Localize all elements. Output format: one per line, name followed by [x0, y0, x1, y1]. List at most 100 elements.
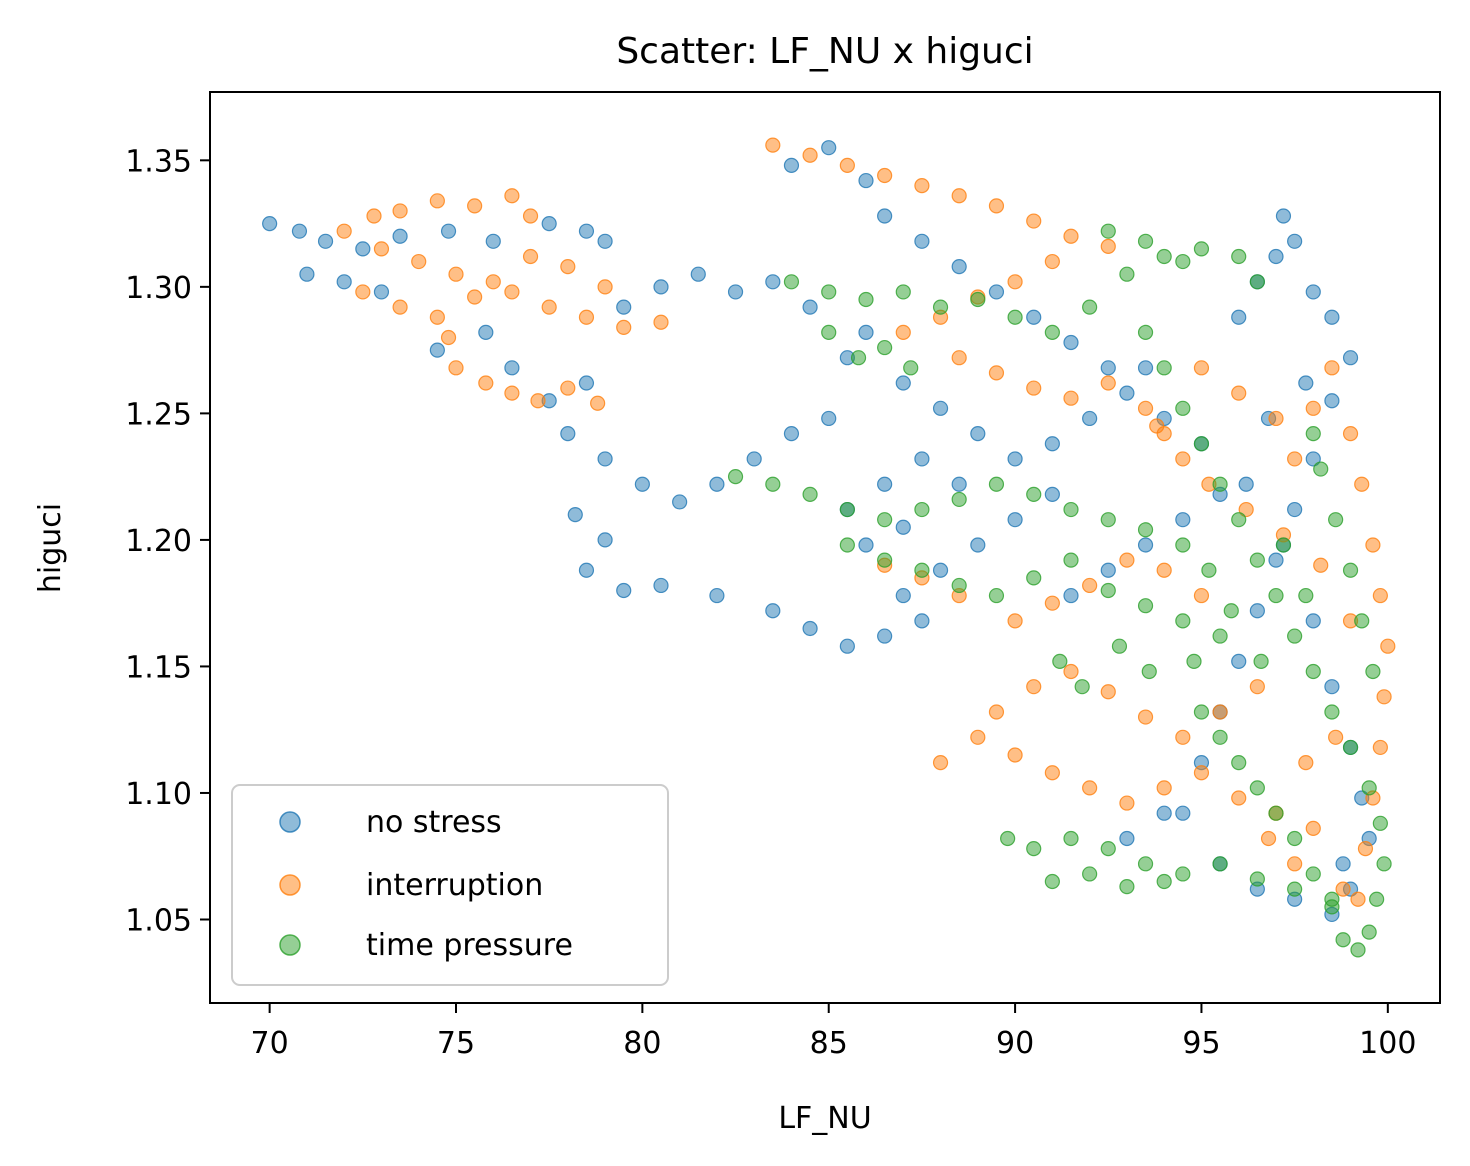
scatter-point [597, 451, 613, 467]
scatter-point [1357, 841, 1374, 857]
scatter-point [1275, 208, 1292, 224]
scatter-point [1305, 400, 1321, 416]
scatter-point [1328, 512, 1344, 528]
scatter-point [560, 426, 576, 442]
scatter-point [504, 188, 520, 204]
scatter-point [932, 400, 949, 416]
scatter-point [1111, 638, 1128, 654]
scatter-point [1268, 552, 1284, 568]
scatter-point [821, 410, 837, 427]
scatter-point [951, 577, 967, 594]
scatter-point [1119, 795, 1135, 811]
scatter-point [1044, 253, 1060, 270]
scatter-point [1026, 486, 1042, 502]
scatter-point [1137, 856, 1154, 872]
scatter-point [970, 291, 986, 308]
scatter-point [877, 552, 893, 568]
scatter-point [1354, 476, 1370, 492]
scatter-point [1175, 451, 1191, 467]
scatter-point [541, 299, 557, 315]
scatter-point [1305, 663, 1321, 680]
scatter-point [1100, 375, 1116, 391]
y-axis-ticks: 1.05 1.10 1.15 1.20 1.25 1.30 1.35 [125, 144, 210, 938]
scatter-point [1026, 213, 1042, 229]
scatter-point [1100, 562, 1116, 578]
scatter-point [336, 274, 352, 290]
scatter-point [1324, 393, 1340, 409]
scatter-point [1342, 426, 1359, 442]
scatter-point [1100, 582, 1116, 599]
scatter-point [1119, 830, 1135, 847]
scatter-point [504, 284, 520, 300]
scatter-point [1193, 765, 1210, 781]
scatter-point [616, 319, 632, 335]
scatter-point [1253, 653, 1269, 669]
scatter-point [1074, 679, 1090, 695]
scatter-point [932, 562, 949, 578]
scatter-point [1100, 512, 1116, 528]
scatter-point [1175, 253, 1191, 270]
scatter-point [839, 501, 855, 518]
scatter-point [1100, 238, 1116, 254]
scatter-point [1212, 628, 1228, 644]
scatter-point [1342, 562, 1359, 578]
scatter-point [448, 266, 464, 282]
scatter-point [783, 274, 800, 290]
scatter-point [1335, 881, 1351, 897]
scatter-point [1137, 709, 1154, 725]
scatter-point [1298, 375, 1314, 391]
x-axis-ticks: 70 75 80 85 90 95 100 [251, 1003, 1416, 1061]
scatter-point [877, 208, 893, 224]
scatter-point [1100, 841, 1116, 857]
scatter-point [1372, 739, 1388, 756]
scatter-point [1119, 878, 1135, 895]
scatter-point [1268, 248, 1284, 265]
scatter-point [839, 638, 855, 654]
scatter-point [366, 208, 382, 224]
scatter-point [1372, 815, 1388, 831]
scatter-point [1082, 299, 1098, 315]
scatter-point [1175, 537, 1191, 553]
scatter-point [1201, 562, 1217, 578]
scatter-point [1365, 537, 1381, 553]
scatter-point [951, 259, 967, 275]
scatter-point [709, 476, 725, 492]
scatter-point [1063, 334, 1079, 351]
scatter-point [1044, 486, 1060, 502]
scatter-point [1376, 689, 1392, 705]
scatter-point [1275, 537, 1292, 553]
scatter-point [597, 279, 613, 295]
scatter-point [1063, 390, 1079, 406]
scatter-point [1137, 233, 1154, 249]
scatter-point [1007, 274, 1023, 290]
scatter-point [1328, 729, 1344, 745]
scatter-point [578, 375, 595, 391]
y-axis-label: higuci [33, 503, 68, 593]
scatter-point [988, 198, 1005, 214]
scatter-point [783, 426, 800, 442]
scatter-point [1063, 552, 1079, 568]
plot-frame [209, 91, 1441, 1004]
scatter-point [1175, 512, 1191, 528]
scatter-point [522, 248, 539, 265]
scatter-point [411, 253, 427, 270]
scatter-point [560, 380, 576, 396]
series-interruption [336, 137, 1396, 907]
scatter-point [1238, 501, 1254, 518]
scatter-point [1212, 476, 1228, 492]
scatter-point [1026, 380, 1042, 396]
scatter-point [578, 223, 595, 239]
scatter-point [1156, 562, 1172, 578]
y-tick-label: 1.35 [125, 144, 192, 179]
scatter-point [1100, 684, 1116, 700]
scatter-point [746, 451, 762, 467]
scatter-point [299, 266, 315, 282]
x-tick-label: 90 [996, 1026, 1034, 1061]
scatter-point [895, 375, 911, 391]
scatter-point [1324, 309, 1340, 325]
scatter-point [1082, 410, 1098, 427]
scatter-point [1238, 476, 1254, 492]
scatter-point [1137, 360, 1154, 376]
scatter-point [1119, 385, 1135, 401]
scatter-point [1007, 309, 1023, 325]
